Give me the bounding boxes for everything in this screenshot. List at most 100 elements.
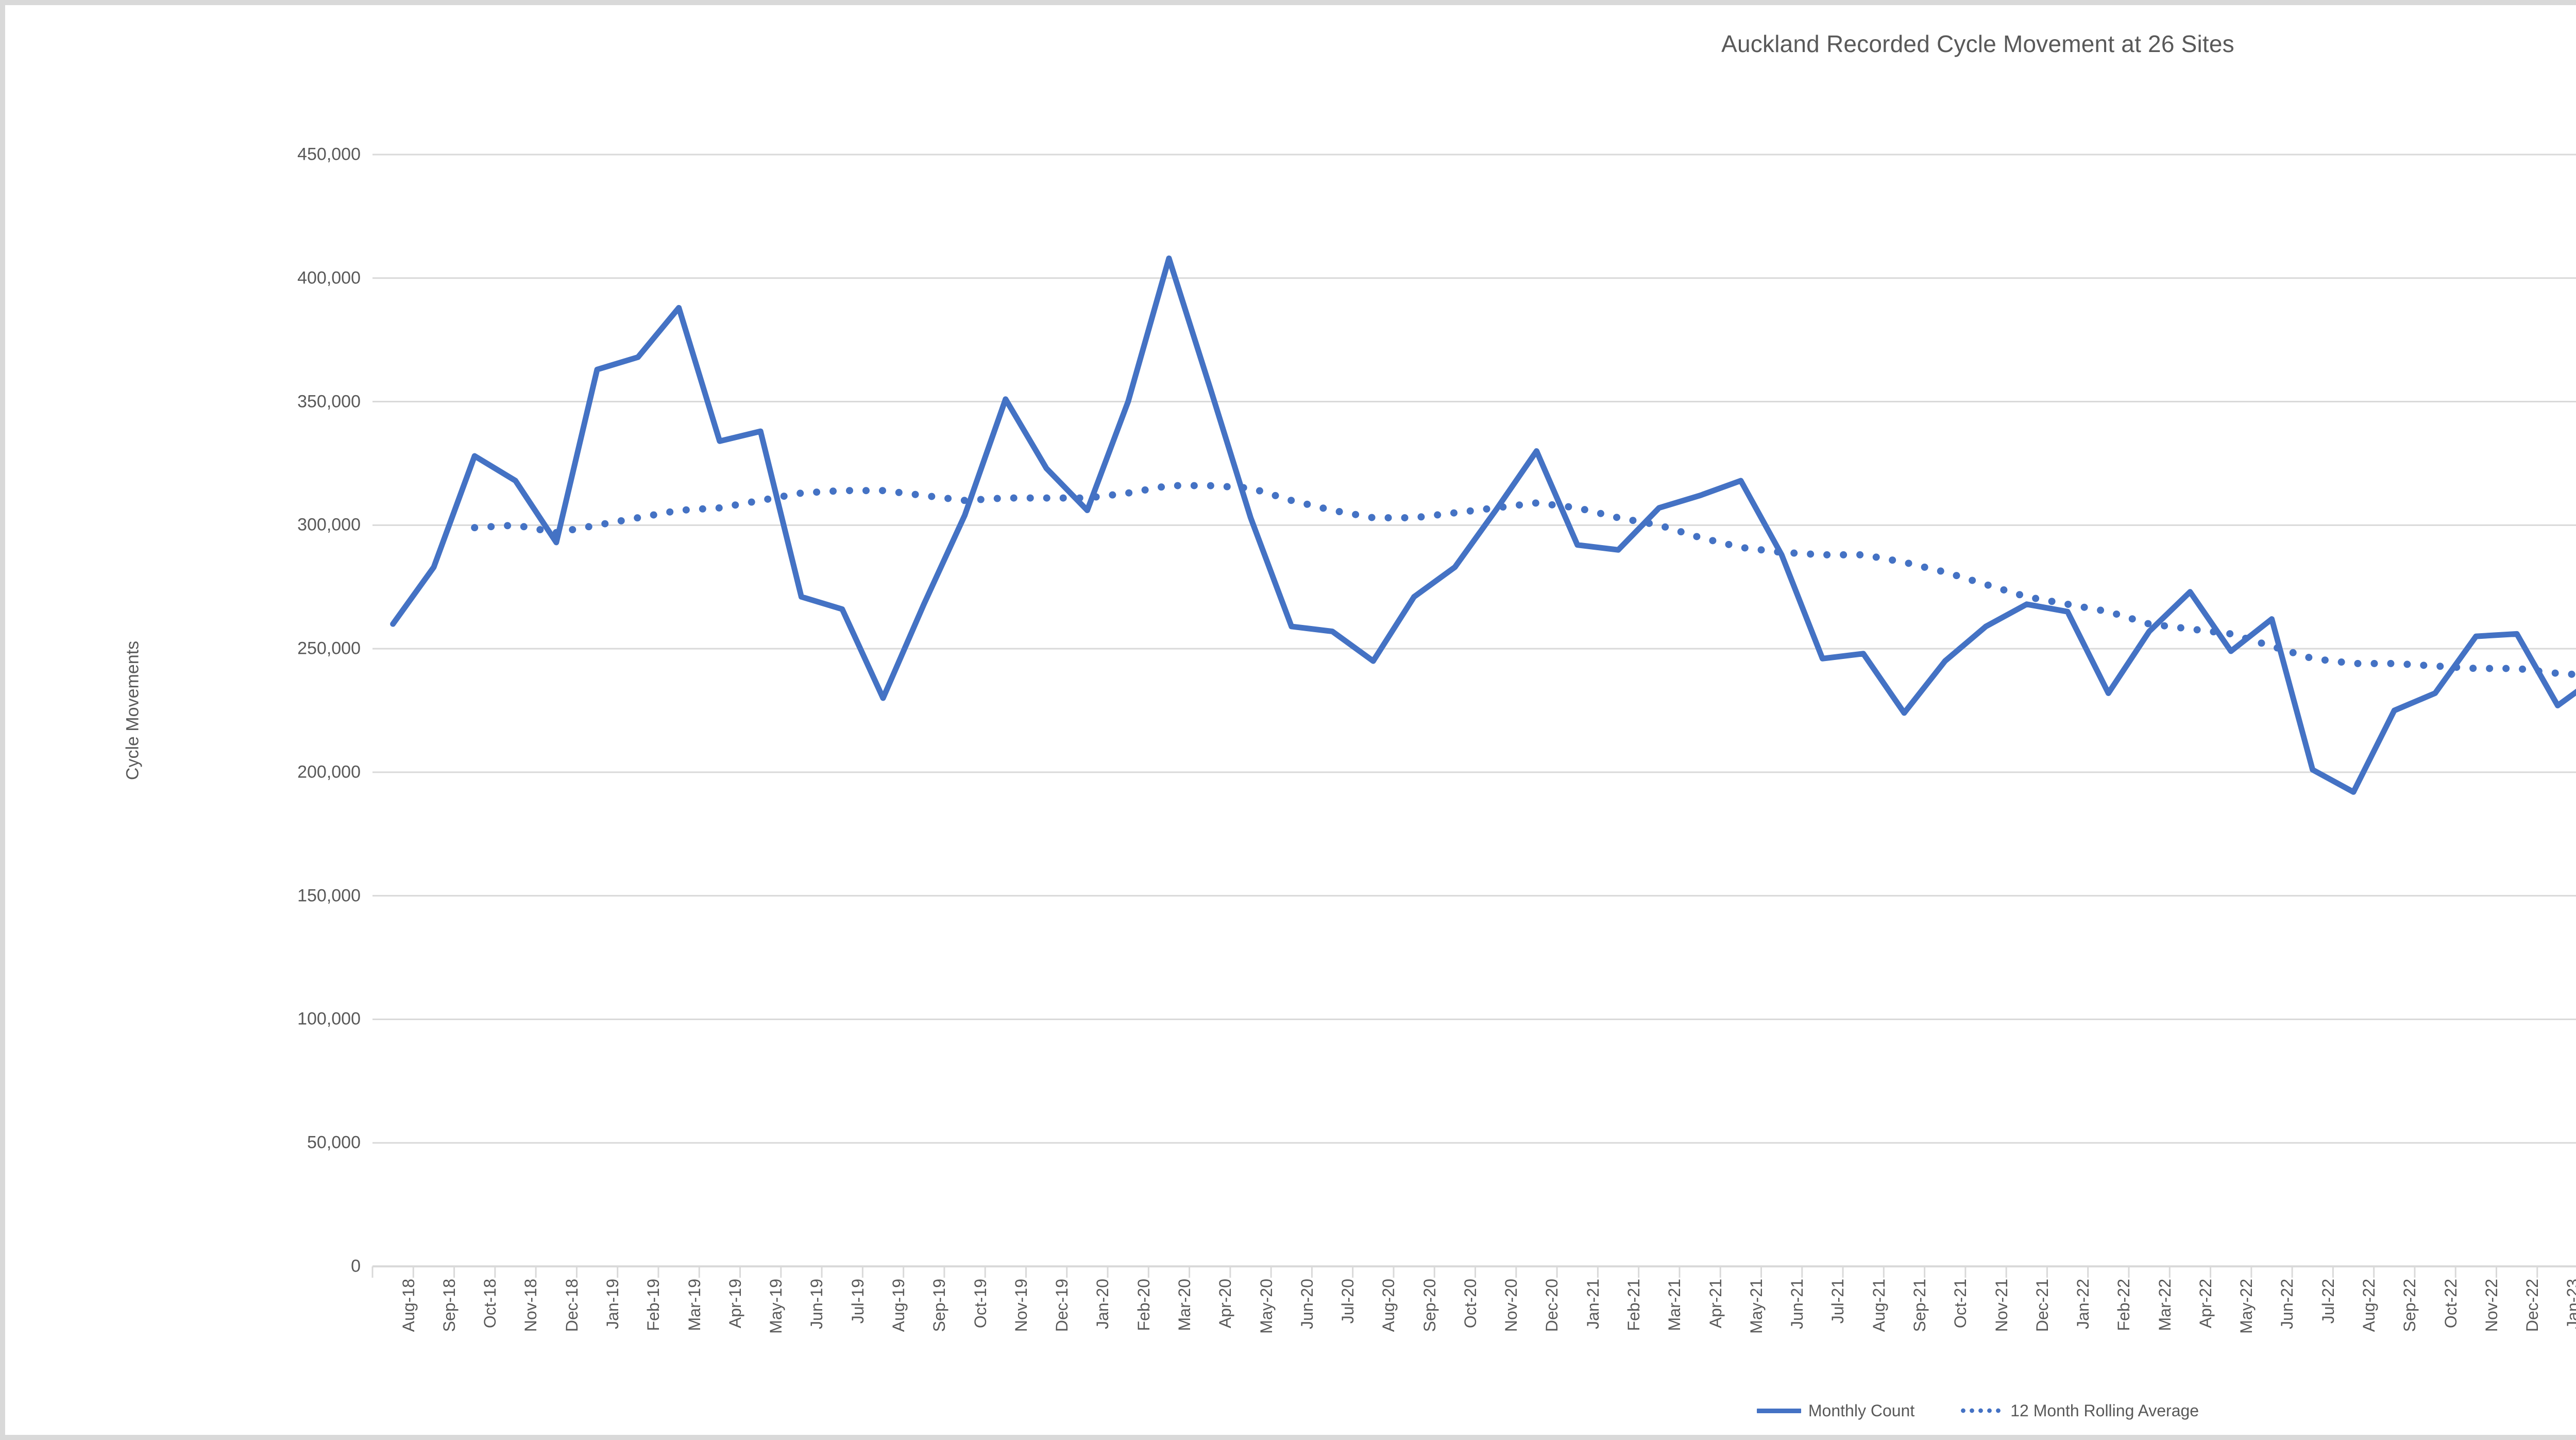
series-dot xyxy=(1352,511,1360,518)
series-dot xyxy=(1741,544,1749,552)
y-axis-tick-label: 100,000 xyxy=(297,1009,361,1029)
x-axis-tick-label: Jan-20 xyxy=(1093,1279,1112,1329)
x-axis-tick-label: Jun-19 xyxy=(807,1279,826,1329)
series-dot xyxy=(1141,486,1149,494)
series-dot xyxy=(1516,501,1523,509)
series-dot xyxy=(1953,572,1960,580)
series-dot xyxy=(2354,659,2362,667)
series-dot xyxy=(1466,507,1474,515)
series-dot xyxy=(993,495,1001,502)
x-axis-tick-label: Jan-23 xyxy=(2564,1279,2576,1329)
chart-title: Auckland Recorded Cycle Movement at 26 S… xyxy=(1721,30,2234,57)
plot-area xyxy=(371,154,2576,1278)
series-dot xyxy=(2469,665,2477,672)
series-dot xyxy=(2337,658,2345,666)
x-axis-tick-label: Feb-21 xyxy=(1624,1279,1643,1331)
series-dot xyxy=(666,508,674,516)
x-axis-tick-label: Aug-22 xyxy=(2360,1279,2379,1332)
y-axis-tick-labels: 0 50,000 100,000 150,000 200,000 250,000 300,0… xyxy=(222,145,361,1276)
legend-item[interactable]: 12 Month Rolling Average xyxy=(1959,1402,2199,1419)
series-dot xyxy=(650,511,657,519)
x-axis-tick-label: Feb-19 xyxy=(644,1279,663,1331)
series-dot xyxy=(2210,628,2217,636)
series-dot xyxy=(1174,482,1181,489)
x-axis-tick-label: Aug-18 xyxy=(399,1279,418,1332)
series-dot xyxy=(928,493,936,500)
x-axis-tick-label: Oct-22 xyxy=(2441,1279,2460,1329)
series-dot xyxy=(895,488,903,496)
series-dot xyxy=(2177,624,2184,632)
x-axis-tick-label: Sep-19 xyxy=(930,1279,949,1332)
series-dot xyxy=(2113,610,2121,618)
series-dot xyxy=(1010,494,1018,502)
series-dot xyxy=(2016,591,2024,599)
series-dot xyxy=(682,506,690,514)
series-dot xyxy=(829,487,837,495)
x-axis-tick-label: Nov-19 xyxy=(1011,1279,1030,1332)
x-axis-tick-label: Sep-20 xyxy=(1420,1279,1439,1332)
legend-solid-line-icon xyxy=(1756,1408,1801,1413)
series-dot xyxy=(504,522,512,530)
series-dot xyxy=(2370,659,2378,667)
legend-item[interactable]: Monthly Count xyxy=(1756,1401,1915,1420)
x-axis-tick-label: Oct-19 xyxy=(971,1279,990,1329)
x-axis-tick-label: Sep-22 xyxy=(2400,1279,2419,1332)
series-dot xyxy=(1272,492,1279,499)
series-dot xyxy=(2000,586,2008,594)
series-dot xyxy=(699,505,706,513)
x-axis-tick-label: Jun-22 xyxy=(2278,1279,2297,1329)
series-dot xyxy=(1565,503,1572,511)
legend-item-label: Monthly Count xyxy=(1808,1401,1915,1420)
series-dot xyxy=(2502,665,2510,672)
series-dot xyxy=(780,493,788,500)
x-axis-tick-label: Jul-21 xyxy=(1828,1279,1848,1324)
x-axis-tick-label: Feb-22 xyxy=(2114,1279,2133,1331)
series-dot xyxy=(1417,513,1425,521)
series-dot xyxy=(715,504,723,512)
x-axis-tick-label: Nov-22 xyxy=(2482,1279,2501,1332)
y-axis-tick-label: 50,000 xyxy=(307,1132,361,1153)
series-dot xyxy=(2128,615,2136,623)
x-axis-tick-labels: Aug-18 Sep-18 Oct-18 Nov-18 Dec-18 Jan-19 Feb-… xyxy=(372,1279,2576,1382)
y-axis-tick-label: 450,000 xyxy=(297,144,361,164)
legend-item-label: 12 Month Rolling Average xyxy=(2010,1401,2199,1420)
y-axis-tick-label: 200,000 xyxy=(297,762,361,782)
series-dot xyxy=(2144,620,2152,628)
series-dot xyxy=(2387,659,2395,667)
series-dot xyxy=(1059,494,1067,502)
series-dot xyxy=(1335,508,1343,516)
series-dot xyxy=(764,495,772,503)
series-dot xyxy=(845,487,853,495)
series-dot xyxy=(1709,537,1717,545)
series-dot xyxy=(1548,501,1556,509)
series-dot xyxy=(1856,551,1864,558)
series-dot xyxy=(1693,533,1701,540)
x-axis-tick-label: Apr-20 xyxy=(1216,1279,1235,1329)
series-dot xyxy=(1043,494,1050,502)
series-dot xyxy=(977,496,985,503)
series-dot xyxy=(2519,665,2527,673)
x-axis-tick-label: Oct-21 xyxy=(1951,1279,1970,1329)
series-dot xyxy=(536,526,544,534)
x-axis-tick-label: Aug-21 xyxy=(1869,1279,1888,1332)
series-dot xyxy=(1921,563,1928,571)
series-dot xyxy=(1026,494,1034,502)
series-dot xyxy=(1725,540,1733,548)
series-dot xyxy=(732,501,739,509)
series-dot xyxy=(2258,639,2265,647)
series-dot xyxy=(1984,581,1992,589)
series-dot xyxy=(1109,491,1116,499)
x-axis-tick-label: Nov-20 xyxy=(1502,1279,1521,1332)
series-line-0 xyxy=(390,255,2576,795)
x-axis-tick-label: Apr-21 xyxy=(1706,1279,1725,1329)
x-axis-tick-label: Sep-18 xyxy=(439,1279,459,1332)
x-axis-tick-label: Jan-22 xyxy=(2074,1279,2093,1329)
series-dot xyxy=(2568,670,2575,678)
series-dot xyxy=(601,520,609,528)
series-dot xyxy=(748,498,755,506)
series-dot xyxy=(2321,656,2329,664)
series-dot xyxy=(1207,482,1214,489)
series-dot xyxy=(1240,484,1247,492)
series-dot xyxy=(1905,560,1912,567)
